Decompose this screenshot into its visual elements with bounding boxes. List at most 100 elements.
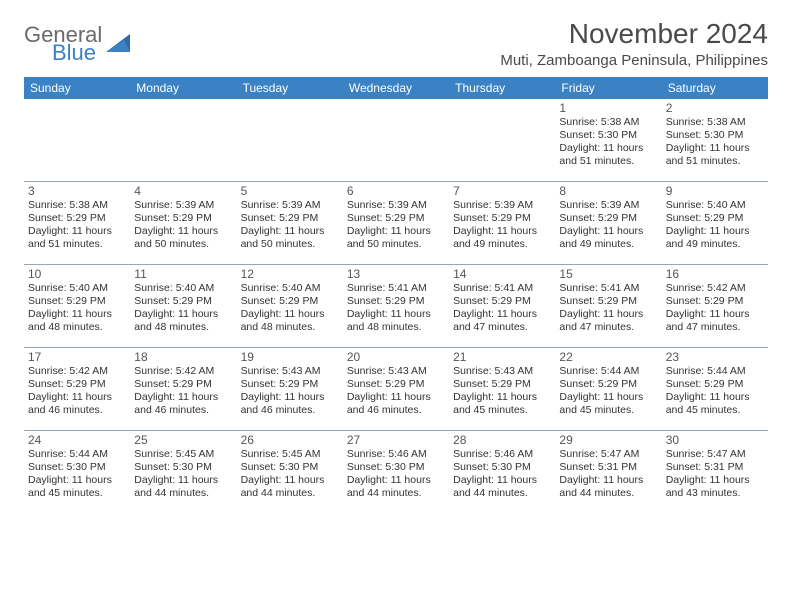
daylight2-text: and 44 minutes. (241, 487, 339, 500)
day-cell: 22Sunrise: 5:44 AMSunset: 5:29 PMDayligh… (555, 348, 661, 430)
brand-text: General Blue (24, 24, 102, 64)
daylight2-text: and 51 minutes. (559, 155, 657, 168)
daylight2-text: and 47 minutes. (666, 321, 764, 334)
daylight1-text: Daylight: 11 hours (347, 391, 445, 404)
day-number: 23 (666, 350, 764, 364)
daylight1-text: Daylight: 11 hours (134, 391, 232, 404)
daylight1-text: Daylight: 11 hours (347, 225, 445, 238)
sunrise-text: Sunrise: 5:38 AM (666, 116, 764, 129)
daylight2-text: and 50 minutes. (241, 238, 339, 251)
sunrise-text: Sunrise: 5:47 AM (559, 448, 657, 461)
daylight2-text: and 48 minutes. (347, 321, 445, 334)
daylight1-text: Daylight: 11 hours (28, 474, 126, 487)
sunrise-text: Sunrise: 5:39 AM (134, 199, 232, 212)
daylight1-text: Daylight: 11 hours (559, 474, 657, 487)
sunrise-text: Sunrise: 5:38 AM (559, 116, 657, 129)
daylight2-text: and 49 minutes. (559, 238, 657, 251)
sunrise-text: Sunrise: 5:40 AM (28, 282, 126, 295)
day-cell: 24Sunrise: 5:44 AMSunset: 5:30 PMDayligh… (24, 431, 130, 513)
sunset-text: Sunset: 5:31 PM (666, 461, 764, 474)
page-subtitle: Muti, Zamboanga Peninsula, Philippines (500, 52, 768, 69)
dayhdr-sat: Saturday (662, 77, 768, 99)
day-cell (343, 99, 449, 181)
day-cell: 14Sunrise: 5:41 AMSunset: 5:29 PMDayligh… (449, 265, 555, 347)
day-cell: 13Sunrise: 5:41 AMSunset: 5:29 PMDayligh… (343, 265, 449, 347)
daylight1-text: Daylight: 11 hours (559, 142, 657, 155)
sunset-text: Sunset: 5:30 PM (666, 129, 764, 142)
week-row: 24Sunrise: 5:44 AMSunset: 5:30 PMDayligh… (24, 431, 768, 513)
day-cell: 15Sunrise: 5:41 AMSunset: 5:29 PMDayligh… (555, 265, 661, 347)
header: General Blue November 2024 Muti, Zamboan… (24, 18, 768, 69)
sunrise-text: Sunrise: 5:39 AM (453, 199, 551, 212)
daylight2-text: and 46 minutes. (134, 404, 232, 417)
daylight2-text: and 43 minutes. (666, 487, 764, 500)
triangle-icon (106, 30, 132, 59)
day-number: 28 (453, 433, 551, 447)
daylight2-text: and 48 minutes. (28, 321, 126, 334)
sunrise-text: Sunrise: 5:46 AM (453, 448, 551, 461)
dayhdr-thu: Thursday (449, 77, 555, 99)
day-cell: 3Sunrise: 5:38 AMSunset: 5:29 PMDaylight… (24, 182, 130, 264)
daylight1-text: Daylight: 11 hours (241, 225, 339, 238)
day-number: 16 (666, 267, 764, 281)
day-cell: 5Sunrise: 5:39 AMSunset: 5:29 PMDaylight… (237, 182, 343, 264)
day-cell: 27Sunrise: 5:46 AMSunset: 5:30 PMDayligh… (343, 431, 449, 513)
sunrise-text: Sunrise: 5:40 AM (666, 199, 764, 212)
day-number: 8 (559, 184, 657, 198)
daylight2-text: and 45 minutes. (559, 404, 657, 417)
week-row: 3Sunrise: 5:38 AMSunset: 5:29 PMDaylight… (24, 182, 768, 265)
day-cell: 25Sunrise: 5:45 AMSunset: 5:30 PMDayligh… (130, 431, 236, 513)
sunrise-text: Sunrise: 5:40 AM (134, 282, 232, 295)
sunrise-text: Sunrise: 5:39 AM (241, 199, 339, 212)
day-cell: 28Sunrise: 5:46 AMSunset: 5:30 PMDayligh… (449, 431, 555, 513)
brand-blue: Blue (52, 42, 102, 64)
daylight2-text: and 46 minutes. (28, 404, 126, 417)
daylight1-text: Daylight: 11 hours (453, 225, 551, 238)
daylight2-text: and 44 minutes. (453, 487, 551, 500)
brand-logo: General Blue (24, 24, 132, 64)
sunset-text: Sunset: 5:29 PM (241, 295, 339, 308)
sunset-text: Sunset: 5:29 PM (347, 212, 445, 225)
sunrise-text: Sunrise: 5:42 AM (134, 365, 232, 378)
dayhdr-wed: Wednesday (343, 77, 449, 99)
daylight2-text: and 47 minutes. (559, 321, 657, 334)
day-cell: 16Sunrise: 5:42 AMSunset: 5:29 PMDayligh… (662, 265, 768, 347)
day-number: 1 (559, 101, 657, 115)
day-number: 17 (28, 350, 126, 364)
day-cell: 2Sunrise: 5:38 AMSunset: 5:30 PMDaylight… (662, 99, 768, 181)
day-number: 5 (241, 184, 339, 198)
day-number: 10 (28, 267, 126, 281)
sunset-text: Sunset: 5:29 PM (453, 212, 551, 225)
sunset-text: Sunset: 5:30 PM (28, 461, 126, 474)
day-cell: 18Sunrise: 5:42 AMSunset: 5:29 PMDayligh… (130, 348, 236, 430)
day-number: 6 (347, 184, 445, 198)
sunset-text: Sunset: 5:29 PM (666, 378, 764, 391)
sunrise-text: Sunrise: 5:42 AM (666, 282, 764, 295)
sunrise-text: Sunrise: 5:43 AM (241, 365, 339, 378)
day-cell (237, 99, 343, 181)
daylight2-text: and 46 minutes. (347, 404, 445, 417)
week-row: 10Sunrise: 5:40 AMSunset: 5:29 PMDayligh… (24, 265, 768, 348)
day-cell: 17Sunrise: 5:42 AMSunset: 5:29 PMDayligh… (24, 348, 130, 430)
day-number: 24 (28, 433, 126, 447)
sunset-text: Sunset: 5:29 PM (134, 295, 232, 308)
day-number: 19 (241, 350, 339, 364)
daylight1-text: Daylight: 11 hours (134, 308, 232, 321)
sunset-text: Sunset: 5:29 PM (559, 295, 657, 308)
dayhdr-tue: Tuesday (237, 77, 343, 99)
daylight1-text: Daylight: 11 hours (241, 308, 339, 321)
day-number: 13 (347, 267, 445, 281)
daylight2-text: and 45 minutes. (453, 404, 551, 417)
day-number: 14 (453, 267, 551, 281)
daylight1-text: Daylight: 11 hours (453, 391, 551, 404)
daylight2-text: and 44 minutes. (347, 487, 445, 500)
sunrise-text: Sunrise: 5:46 AM (347, 448, 445, 461)
daylight2-text: and 45 minutes. (666, 404, 764, 417)
daylight1-text: Daylight: 11 hours (241, 474, 339, 487)
sunrise-text: Sunrise: 5:39 AM (559, 199, 657, 212)
day-number: 20 (347, 350, 445, 364)
daylight1-text: Daylight: 11 hours (134, 225, 232, 238)
day-cell: 6Sunrise: 5:39 AMSunset: 5:29 PMDaylight… (343, 182, 449, 264)
sunset-text: Sunset: 5:29 PM (453, 295, 551, 308)
day-cell: 12Sunrise: 5:40 AMSunset: 5:29 PMDayligh… (237, 265, 343, 347)
